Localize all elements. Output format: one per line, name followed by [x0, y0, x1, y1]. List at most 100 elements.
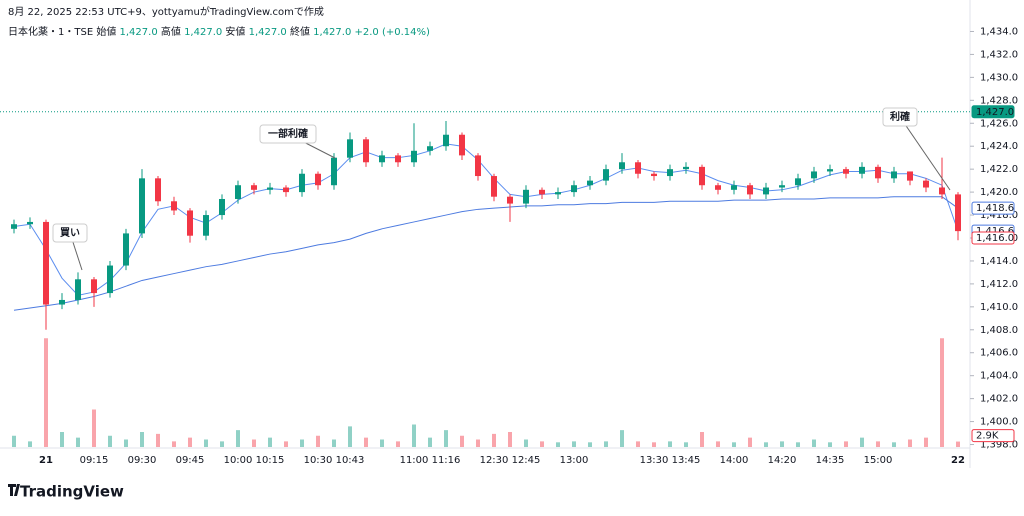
- volume-bar: [764, 442, 768, 447]
- volume-bar: [60, 432, 64, 447]
- volume-bar: [812, 439, 816, 447]
- x-tick-label: 10:00: [224, 455, 253, 466]
- x-tick-label: 10:15: [256, 455, 285, 466]
- volume-bar: [236, 430, 240, 447]
- y-tick-label: 1,410.0: [980, 302, 1018, 313]
- axis-price-text: 1,427.0: [976, 107, 1014, 118]
- volume-bar: [636, 441, 640, 447]
- candle-body: [651, 173, 657, 177]
- volume-bar: [652, 442, 656, 447]
- candle-body: [715, 185, 721, 190]
- y-tick-label: 1,424.0: [980, 141, 1018, 152]
- volume-bar: [12, 435, 16, 447]
- candle-body: [123, 233, 129, 266]
- candle-body: [491, 176, 497, 197]
- y-tick-label: 1,418.0: [980, 210, 1018, 221]
- volume-bar: [108, 435, 112, 447]
- x-tick-label: 09:15: [80, 455, 109, 466]
- annotation-box: [52, 223, 88, 243]
- volume-bar: [188, 437, 192, 447]
- brand: TradingView: [20, 483, 124, 501]
- volume-bar: [396, 441, 400, 447]
- legend-item: 高値: [161, 25, 184, 38]
- y-tick-label: 1,412.0: [980, 279, 1018, 290]
- volume-bar: [300, 439, 304, 447]
- axis-price-text: 2.9K: [976, 431, 999, 442]
- candle-body: [555, 192, 561, 195]
- candle-body: [459, 134, 465, 156]
- volume-bar: [140, 432, 144, 447]
- x-tick-label: 13:00: [560, 455, 589, 466]
- candle-body: [107, 265, 113, 294]
- x-tick-label: 14:20: [768, 455, 797, 466]
- volume-bar: [956, 441, 960, 447]
- volume-bar: [428, 437, 432, 447]
- volume-bar: [204, 439, 208, 447]
- volume-bar: [44, 338, 48, 447]
- candle-body: [539, 189, 545, 195]
- x-tick-label: 11:16: [432, 455, 461, 466]
- indicator-line: [13, 143, 959, 296]
- volume-bar: [588, 442, 592, 447]
- candle-body: [811, 171, 817, 179]
- candle-body: [891, 171, 897, 179]
- annotation-box: [259, 124, 317, 144]
- axis-price-label: [971, 429, 1015, 443]
- y-tick-label: 1,414.0: [980, 256, 1018, 267]
- axis-price-label: [971, 105, 1015, 119]
- volume-bar: [444, 430, 448, 447]
- annotation-pointer: [899, 116, 951, 191]
- legend-item: 終値: [290, 25, 313, 38]
- x-tick-label: 09:45: [176, 455, 205, 466]
- volume-bar: [268, 437, 272, 447]
- axis-price-label: [971, 201, 1015, 215]
- candle-body: [235, 185, 241, 199]
- volume-bar: [668, 441, 672, 447]
- x-tick-label: 10:43: [336, 455, 365, 466]
- annotation-text: 買い: [60, 227, 80, 239]
- candle-body: [43, 221, 49, 305]
- volume-bar: [252, 439, 256, 447]
- candle-body: [635, 162, 641, 174]
- y-tick-label: 1,402.0: [980, 394, 1018, 405]
- candle-body: [571, 185, 577, 193]
- candle-body: [187, 210, 193, 236]
- volume-bar: [748, 437, 752, 447]
- y-tick-label: 1,422.0: [980, 164, 1018, 175]
- candle-body: [795, 178, 801, 186]
- candle-body: [603, 169, 609, 181]
- legend-item: 1,427.0: [313, 27, 354, 38]
- volume-bar: [76, 437, 80, 447]
- candle-body: [379, 155, 385, 163]
- x-tick-label: 13:45: [672, 455, 701, 466]
- x-tick-label: 12:30: [480, 455, 509, 466]
- candle-body: [251, 185, 257, 190]
- volume-bar: [92, 409, 96, 447]
- candle-body: [331, 157, 337, 186]
- volume-bar: [524, 439, 528, 447]
- y-tick-label: 1,430.0: [980, 72, 1018, 83]
- volume-bar: [476, 439, 480, 447]
- volume-bar: [700, 432, 704, 447]
- volume-bar: [876, 441, 880, 447]
- x-tick-label: 09:30: [128, 455, 157, 466]
- volume-bar: [572, 441, 576, 447]
- candle-body: [955, 194, 961, 232]
- volume-bar: [380, 439, 384, 447]
- candle-body: [779, 185, 785, 188]
- legend-item: 1,427.0: [184, 27, 225, 38]
- volume-bar: [492, 433, 496, 447]
- candle-body: [763, 187, 769, 195]
- candle-body: [747, 185, 753, 195]
- y-tick-label: 1,398.0: [980, 440, 1018, 451]
- candle-body: [139, 178, 145, 234]
- candle-body: [907, 171, 913, 181]
- legend-item: 始値: [96, 25, 119, 38]
- candle-body: [731, 185, 737, 190]
- candle-body: [11, 224, 17, 229]
- volume-bar: [364, 437, 368, 447]
- volume-bar: [348, 426, 352, 447]
- volume-bar: [220, 441, 224, 447]
- volume-bar: [508, 432, 512, 447]
- candle-body: [683, 166, 689, 170]
